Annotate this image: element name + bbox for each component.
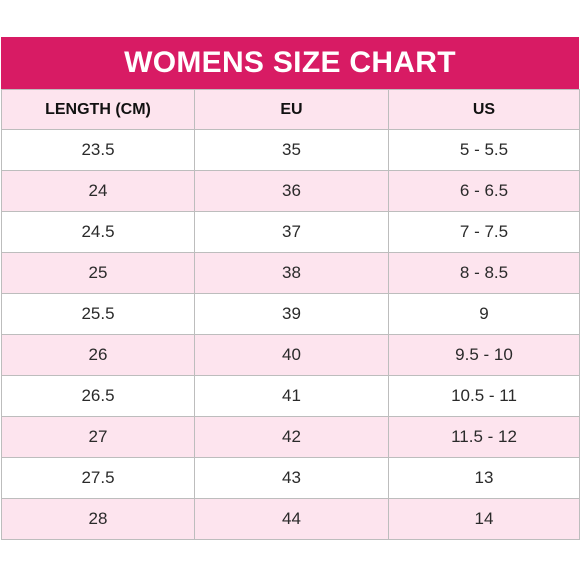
table-row: 26 40 9.5 - 10 <box>1 334 580 376</box>
us-cell: 6 - 6.5 <box>388 170 580 212</box>
eu-cell: 40 <box>194 334 389 376</box>
us-cell: 9 <box>388 293 580 335</box>
us-cell: 7 - 7.5 <box>388 211 580 253</box>
us-cell: 9.5 - 10 <box>388 334 580 376</box>
eu-cell: 35 <box>194 129 389 171</box>
header-row: LENGTH (CM) EU US <box>1 89 580 130</box>
eu-cell: 36 <box>194 170 389 212</box>
us-cell: 5 - 5.5 <box>388 129 580 171</box>
us-cell: 8 - 8.5 <box>388 252 580 294</box>
us-cell: 14 <box>388 498 580 540</box>
eu-cell: 44 <box>194 498 389 540</box>
length-cell: 28 <box>1 498 195 540</box>
length-cell: 25 <box>1 252 195 294</box>
table-row: 23.5 35 5 - 5.5 <box>1 129 580 171</box>
length-cell: 24 <box>1 170 195 212</box>
size-chart: WOMENS SIZE CHART LENGTH (CM) EU US 23.5… <box>1 37 580 540</box>
us-cell: 11.5 - 12 <box>388 416 580 458</box>
column-header-length: LENGTH (CM) <box>1 89 195 130</box>
table-row: 28 44 14 <box>1 498 580 540</box>
length-cell: 25.5 <box>1 293 195 335</box>
length-cell: 27.5 <box>1 457 195 499</box>
length-cell: 27 <box>1 416 195 458</box>
length-cell: 26.5 <box>1 375 195 417</box>
table-row: 25 38 8 - 8.5 <box>1 252 580 294</box>
column-header-eu: EU <box>194 89 389 130</box>
size-table: LENGTH (CM) EU US 23.5 35 5 - 5.5 24 36 … <box>1 89 580 540</box>
eu-cell: 41 <box>194 375 389 417</box>
us-cell: 13 <box>388 457 580 499</box>
eu-cell: 39 <box>194 293 389 335</box>
table-row: 24 36 6 - 6.5 <box>1 170 580 212</box>
eu-cell: 38 <box>194 252 389 294</box>
length-cell: 23.5 <box>1 129 195 171</box>
table-row: 27.5 43 13 <box>1 457 580 499</box>
table-row: 27 42 11.5 - 12 <box>1 416 580 458</box>
table-row: 24.5 37 7 - 7.5 <box>1 211 580 253</box>
length-cell: 24.5 <box>1 211 195 253</box>
eu-cell: 42 <box>194 416 389 458</box>
column-header-us: US <box>388 89 580 130</box>
chart-title: WOMENS SIZE CHART <box>1 37 579 89</box>
table-row: 25.5 39 9 <box>1 293 580 335</box>
us-cell: 10.5 - 11 <box>388 375 580 417</box>
table-row: 26.5 41 10.5 - 11 <box>1 375 580 417</box>
length-cell: 26 <box>1 334 195 376</box>
eu-cell: 37 <box>194 211 389 253</box>
eu-cell: 43 <box>194 457 389 499</box>
